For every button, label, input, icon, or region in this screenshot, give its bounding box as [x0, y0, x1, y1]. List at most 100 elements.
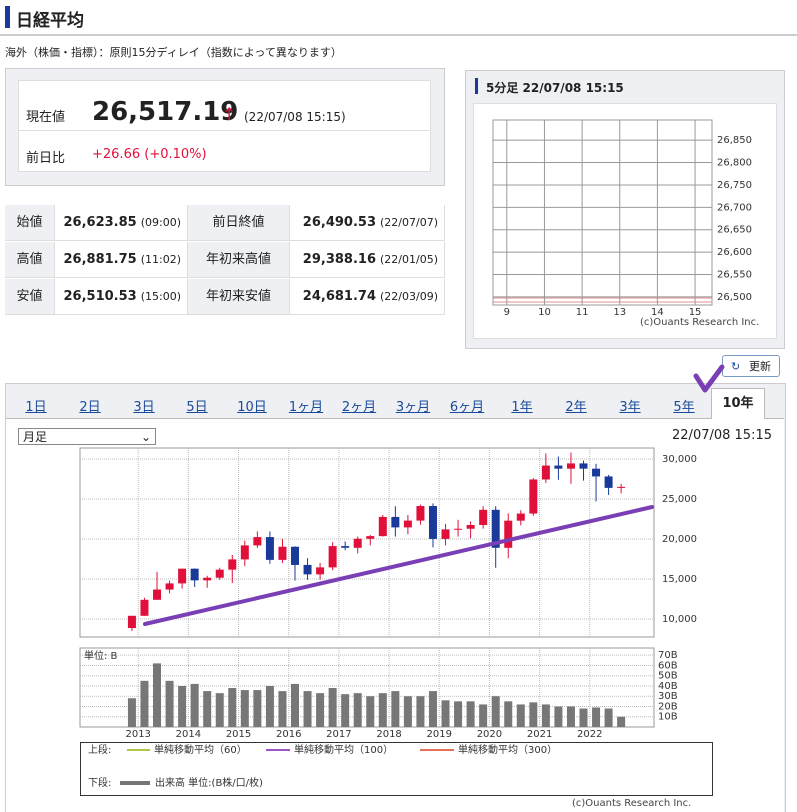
cell-label: 前日終値: [212, 215, 265, 230]
x-tick-label: 2016: [276, 729, 301, 740]
tab[interactable]: 2年: [565, 400, 587, 415]
volume-bar: [566, 706, 575, 727]
divider: [0, 34, 797, 36]
plot-frame: [79, 447, 655, 638]
cell-label: 始値: [16, 215, 43, 230]
x-tick-label: 2020: [477, 729, 502, 740]
tab[interactable]: 2日: [79, 400, 101, 415]
tab[interactable]: 3日: [133, 400, 155, 415]
credit: (c)Ouants Research Inc.: [640, 317, 760, 328]
table-cell: 26,490.53 (22/07/07): [290, 205, 445, 241]
cell-value: 26,510.53: [63, 289, 137, 304]
period-select[interactable]: 月足 ⌄: [18, 428, 156, 445]
tab[interactable]: 1ヶ月: [288, 400, 324, 415]
plot-frame: [492, 119, 713, 306]
cell-label: 年初来安値: [205, 289, 271, 304]
y-tick-label: 26,850: [717, 135, 752, 146]
candle-body: [416, 506, 425, 521]
legend-entry: 単純移動平均（300）: [458, 743, 557, 756]
legend-entry: 単純移動平均（60）: [154, 743, 247, 756]
x-tick-label: 10: [538, 307, 551, 318]
volume-bar: [554, 706, 563, 727]
cell-label: 安値: [16, 289, 43, 304]
tab[interactable]: 5年: [673, 400, 695, 415]
refresh-button[interactable]: ↻ 更新: [722, 355, 780, 377]
y-tick-label: 10B: [658, 712, 678, 723]
cell-label: 高値: [16, 252, 43, 267]
volume-bar: [378, 693, 387, 727]
candle-body: [604, 476, 613, 488]
title-mark: [5, 6, 10, 28]
volume-bar: [403, 696, 412, 727]
candle-body: [441, 529, 450, 539]
quote-inner: [18, 80, 431, 172]
tab[interactable]: 3年: [619, 400, 641, 415]
footer-credit: (c)Ouants Research Inc.: [572, 798, 692, 809]
tab[interactable]: 2ヶ月: [341, 400, 377, 415]
candle-body: [617, 486, 626, 488]
tab[interactable]: 5日: [186, 400, 208, 415]
cell-time: (15:00): [140, 290, 181, 303]
y-tick-label: 26,650: [717, 225, 752, 236]
table-cell: 安値: [5, 279, 55, 315]
legend-label: 下段:: [88, 776, 111, 789]
y-tick-label: 50B: [658, 671, 678, 682]
volume-bar: [265, 685, 274, 727]
volume-bar: [341, 694, 350, 727]
volume-bar: [466, 701, 475, 727]
volume-bar: [127, 698, 136, 727]
candle-body: [127, 615, 136, 629]
candle-body: [253, 537, 262, 546]
table-cell: 26,623.85 (09:00): [55, 205, 188, 241]
tab[interactable]: 10年: [711, 388, 765, 419]
y-tick-label: 40B: [658, 681, 678, 692]
y-tick-label: 25,000: [662, 494, 697, 505]
volume-bar: [416, 696, 425, 727]
tab[interactable]: 3ヶ月: [395, 400, 431, 415]
tab[interactable]: 1年: [511, 400, 533, 415]
y-tick-label: 60B: [658, 660, 678, 671]
candle-body: [541, 465, 550, 480]
tab[interactable]: 1日: [25, 400, 47, 415]
tab[interactable]: 6ヶ月: [449, 400, 485, 415]
time: (22/07/08 15:15): [244, 110, 346, 124]
intraday-title: 5分足 22/07/08 15:15: [486, 81, 624, 95]
candle-body: [516, 513, 525, 521]
candle-body: [454, 528, 463, 530]
cell-time: (11:02): [140, 253, 181, 266]
volume-bar: [278, 691, 287, 727]
page-title: 日経平均: [16, 11, 84, 31]
y-tick-label: 20B: [658, 701, 678, 712]
volume-bar: [529, 702, 538, 727]
change-value: +26.66 (+0.10%): [92, 147, 207, 162]
legend-box: [80, 742, 713, 796]
candle-body: [290, 546, 299, 565]
unit-label: 単位: B: [84, 649, 118, 662]
y-tick-label: 26,600: [717, 247, 752, 258]
candle-body: [592, 468, 601, 477]
table-cell: 前日終値: [188, 205, 290, 241]
cell-time: (22/01/05): [380, 253, 438, 266]
legend-entry: 単純移動平均（100）: [294, 743, 393, 756]
candle-body: [466, 525, 475, 529]
candle-body: [240, 545, 249, 560]
y-tick-label: 70B: [658, 650, 678, 661]
volume-bar: [228, 688, 237, 727]
x-tick-label: 2017: [326, 729, 351, 740]
tab[interactable]: 10日: [237, 400, 267, 415]
candle-body: [328, 546, 337, 568]
table-cell: 26,881.75 (11:02): [55, 242, 188, 278]
select-label: 月足: [23, 430, 48, 444]
y-tick-label: 26,800: [717, 158, 752, 169]
cell-value: 26,881.75: [63, 252, 137, 267]
table-cell: 29,388.16 (22/01/05): [290, 242, 445, 278]
y-tick-label: 10,000: [662, 614, 697, 625]
cell-value: 29,388.16: [302, 252, 376, 267]
table-cell: 24,681.74 (22/03/09): [290, 279, 445, 315]
candle-body: [303, 564, 312, 575]
volume-bar: [303, 691, 312, 727]
volume-bar: [541, 704, 550, 727]
y-tick-label: 26,550: [717, 270, 752, 281]
candle-body: [341, 546, 350, 548]
